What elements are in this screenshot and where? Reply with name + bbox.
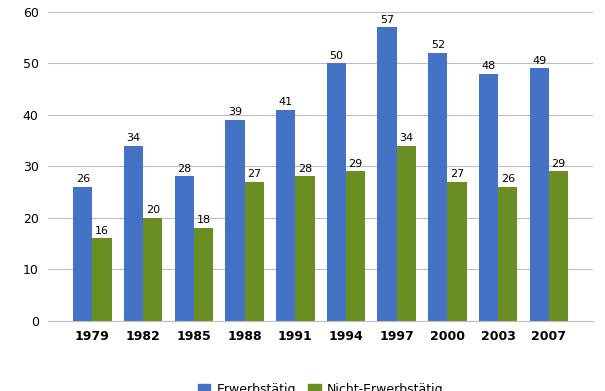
- Text: 28: 28: [177, 164, 191, 174]
- Text: 41: 41: [278, 97, 293, 107]
- Bar: [498, 187, 517, 321]
- Bar: [295, 176, 315, 321]
- Text: 57: 57: [380, 14, 394, 25]
- Text: 16: 16: [95, 226, 109, 236]
- Bar: [346, 171, 365, 321]
- Bar: [479, 74, 498, 321]
- Text: 18: 18: [197, 215, 211, 225]
- Text: 48: 48: [482, 61, 495, 71]
- Text: 28: 28: [298, 164, 312, 174]
- Text: 29: 29: [348, 159, 363, 169]
- Bar: [194, 228, 213, 321]
- Bar: [93, 238, 112, 321]
- Bar: [378, 27, 397, 321]
- Text: 49: 49: [532, 56, 546, 66]
- Bar: [225, 120, 244, 321]
- Bar: [529, 68, 549, 321]
- Bar: [143, 218, 162, 321]
- Text: 39: 39: [228, 107, 242, 117]
- Text: 27: 27: [247, 169, 261, 179]
- Bar: [428, 53, 448, 321]
- Bar: [397, 145, 416, 321]
- Bar: [448, 181, 466, 321]
- Text: 34: 34: [126, 133, 140, 143]
- Text: 52: 52: [431, 40, 445, 50]
- Bar: [327, 63, 346, 321]
- Bar: [244, 181, 264, 321]
- Bar: [549, 171, 568, 321]
- Text: 29: 29: [551, 159, 566, 169]
- Legend: Erwerbstätig, Nicht-Erwerbstätig: Erwerbstätig, Nicht-Erwerbstätig: [192, 378, 449, 391]
- Bar: [276, 109, 295, 321]
- Text: 26: 26: [76, 174, 90, 184]
- Text: 26: 26: [501, 174, 515, 184]
- Bar: [175, 176, 194, 321]
- Bar: [73, 187, 93, 321]
- Bar: [124, 145, 143, 321]
- Text: 27: 27: [450, 169, 464, 179]
- Text: 20: 20: [146, 205, 160, 215]
- Text: 50: 50: [329, 51, 344, 61]
- Text: 34: 34: [399, 133, 413, 143]
